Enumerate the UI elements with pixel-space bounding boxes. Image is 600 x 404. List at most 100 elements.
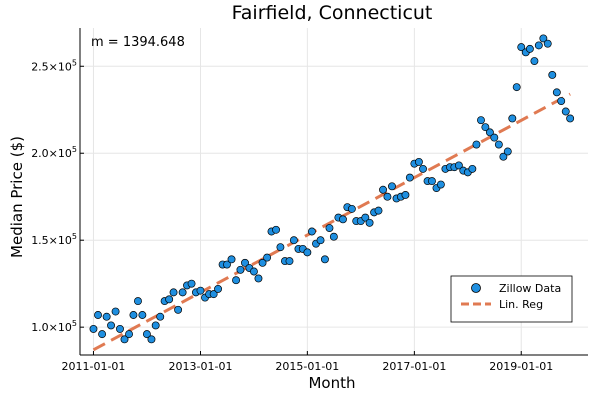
legend: Zillow Data Lin. Reg bbox=[450, 275, 573, 323]
data-point bbox=[272, 225, 280, 234]
legend-label-lin-reg: Lin. Reg bbox=[499, 298, 543, 311]
axes bbox=[79, 28, 588, 356]
data-point bbox=[156, 312, 165, 321]
data-point bbox=[165, 295, 174, 304]
x-tick-label: 2013-01-01 bbox=[169, 360, 233, 373]
data-point bbox=[285, 257, 294, 266]
data-point bbox=[503, 147, 512, 156]
data-point bbox=[388, 182, 396, 191]
y-tick-label: 2.0×105 bbox=[31, 145, 77, 160]
data-point bbox=[454, 161, 463, 170]
x-tick-label: 2015-01-01 bbox=[275, 360, 339, 373]
data-point bbox=[142, 330, 151, 339]
data-point bbox=[276, 243, 285, 252]
data-point bbox=[374, 206, 383, 215]
data-point bbox=[329, 232, 338, 241]
legend-label-zillow-data: Zillow Data bbox=[499, 282, 561, 295]
data-point bbox=[178, 288, 187, 297]
data-point bbox=[98, 330, 107, 339]
data-point bbox=[169, 288, 178, 297]
data-point bbox=[481, 123, 490, 132]
data-point bbox=[138, 311, 147, 319]
data-point bbox=[525, 44, 534, 53]
data-point bbox=[517, 43, 526, 52]
data-point bbox=[94, 311, 102, 319]
data-point bbox=[125, 330, 133, 339]
legend-marker-zillow-data bbox=[471, 283, 481, 293]
data-point bbox=[347, 204, 356, 213]
data-point bbox=[338, 215, 347, 224]
data-point bbox=[129, 311, 138, 319]
data-point bbox=[303, 248, 312, 257]
data-point bbox=[436, 180, 445, 189]
data-point bbox=[174, 305, 183, 314]
data-point bbox=[543, 39, 552, 48]
data-point bbox=[241, 258, 249, 267]
data-point bbox=[236, 265, 245, 274]
data-point bbox=[405, 173, 414, 182]
data-point bbox=[401, 191, 410, 199]
data-point bbox=[419, 164, 427, 173]
data-point bbox=[232, 276, 241, 285]
data-point bbox=[548, 71, 557, 79]
data-point bbox=[379, 185, 387, 194]
data-point bbox=[289, 236, 298, 245]
data-point bbox=[196, 286, 205, 295]
data-point bbox=[107, 321, 115, 330]
data-point bbox=[383, 192, 392, 201]
data-point bbox=[365, 218, 374, 227]
y-tick-label: 1.5×105 bbox=[31, 232, 77, 247]
x-axis-ticks: 2011-01-01 2013-01-01 2015-01-01 2017-01-01… bbox=[61, 351, 553, 373]
data-point bbox=[512, 83, 521, 92]
data-point bbox=[147, 335, 156, 344]
data-point bbox=[187, 279, 196, 288]
data-point bbox=[552, 88, 561, 97]
data-point bbox=[223, 260, 231, 269]
data-point bbox=[307, 227, 316, 236]
data-point bbox=[316, 236, 325, 245]
y-axis-ticks: 1.0×105 1.5×105 2.0×105 2.5×105 bbox=[31, 58, 84, 334]
data-point bbox=[557, 97, 566, 106]
data-point bbox=[508, 114, 517, 123]
data-point bbox=[209, 290, 218, 299]
data-point bbox=[468, 164, 477, 173]
data-point bbox=[361, 213, 370, 222]
y-tick-label: 2.5×105 bbox=[31, 58, 77, 73]
data-point bbox=[258, 258, 267, 267]
data-point bbox=[534, 41, 543, 50]
x-tick-label: 2011-01-01 bbox=[61, 360, 125, 373]
data-point bbox=[485, 128, 494, 137]
data-point bbox=[134, 297, 142, 306]
data-point bbox=[477, 116, 485, 125]
data-point bbox=[89, 324, 98, 333]
data-point bbox=[427, 177, 436, 186]
data-point bbox=[214, 284, 223, 293]
slope-annotation: m = 1394.648 bbox=[91, 35, 185, 50]
x-axis-title: Month bbox=[308, 374, 355, 392]
data-point bbox=[111, 307, 120, 316]
data-point bbox=[249, 267, 258, 276]
scatter-points-group bbox=[89, 34, 575, 344]
x-tick-label: 2017-01-01 bbox=[382, 360, 446, 373]
y-tick-label: 1.0×105 bbox=[31, 319, 77, 334]
data-point bbox=[254, 274, 263, 283]
data-point bbox=[325, 224, 334, 232]
y-axis-title: Median Price ($) bbox=[8, 136, 26, 258]
data-point bbox=[320, 255, 329, 264]
data-point bbox=[530, 57, 539, 65]
data-point bbox=[499, 152, 508, 161]
x-tick-label: 2019-01-01 bbox=[489, 360, 553, 373]
chart-title: Fairfield, Connecticut bbox=[232, 2, 433, 24]
data-point bbox=[494, 140, 503, 149]
data-point bbox=[120, 335, 129, 344]
data-point bbox=[561, 107, 570, 116]
data-point bbox=[151, 321, 160, 330]
data-point bbox=[263, 253, 272, 262]
data-point bbox=[414, 157, 423, 166]
data-point bbox=[490, 133, 499, 142]
legend-box bbox=[450, 275, 573, 323]
data-point bbox=[102, 312, 111, 321]
data-point bbox=[539, 34, 548, 43]
data-point bbox=[472, 140, 481, 149]
